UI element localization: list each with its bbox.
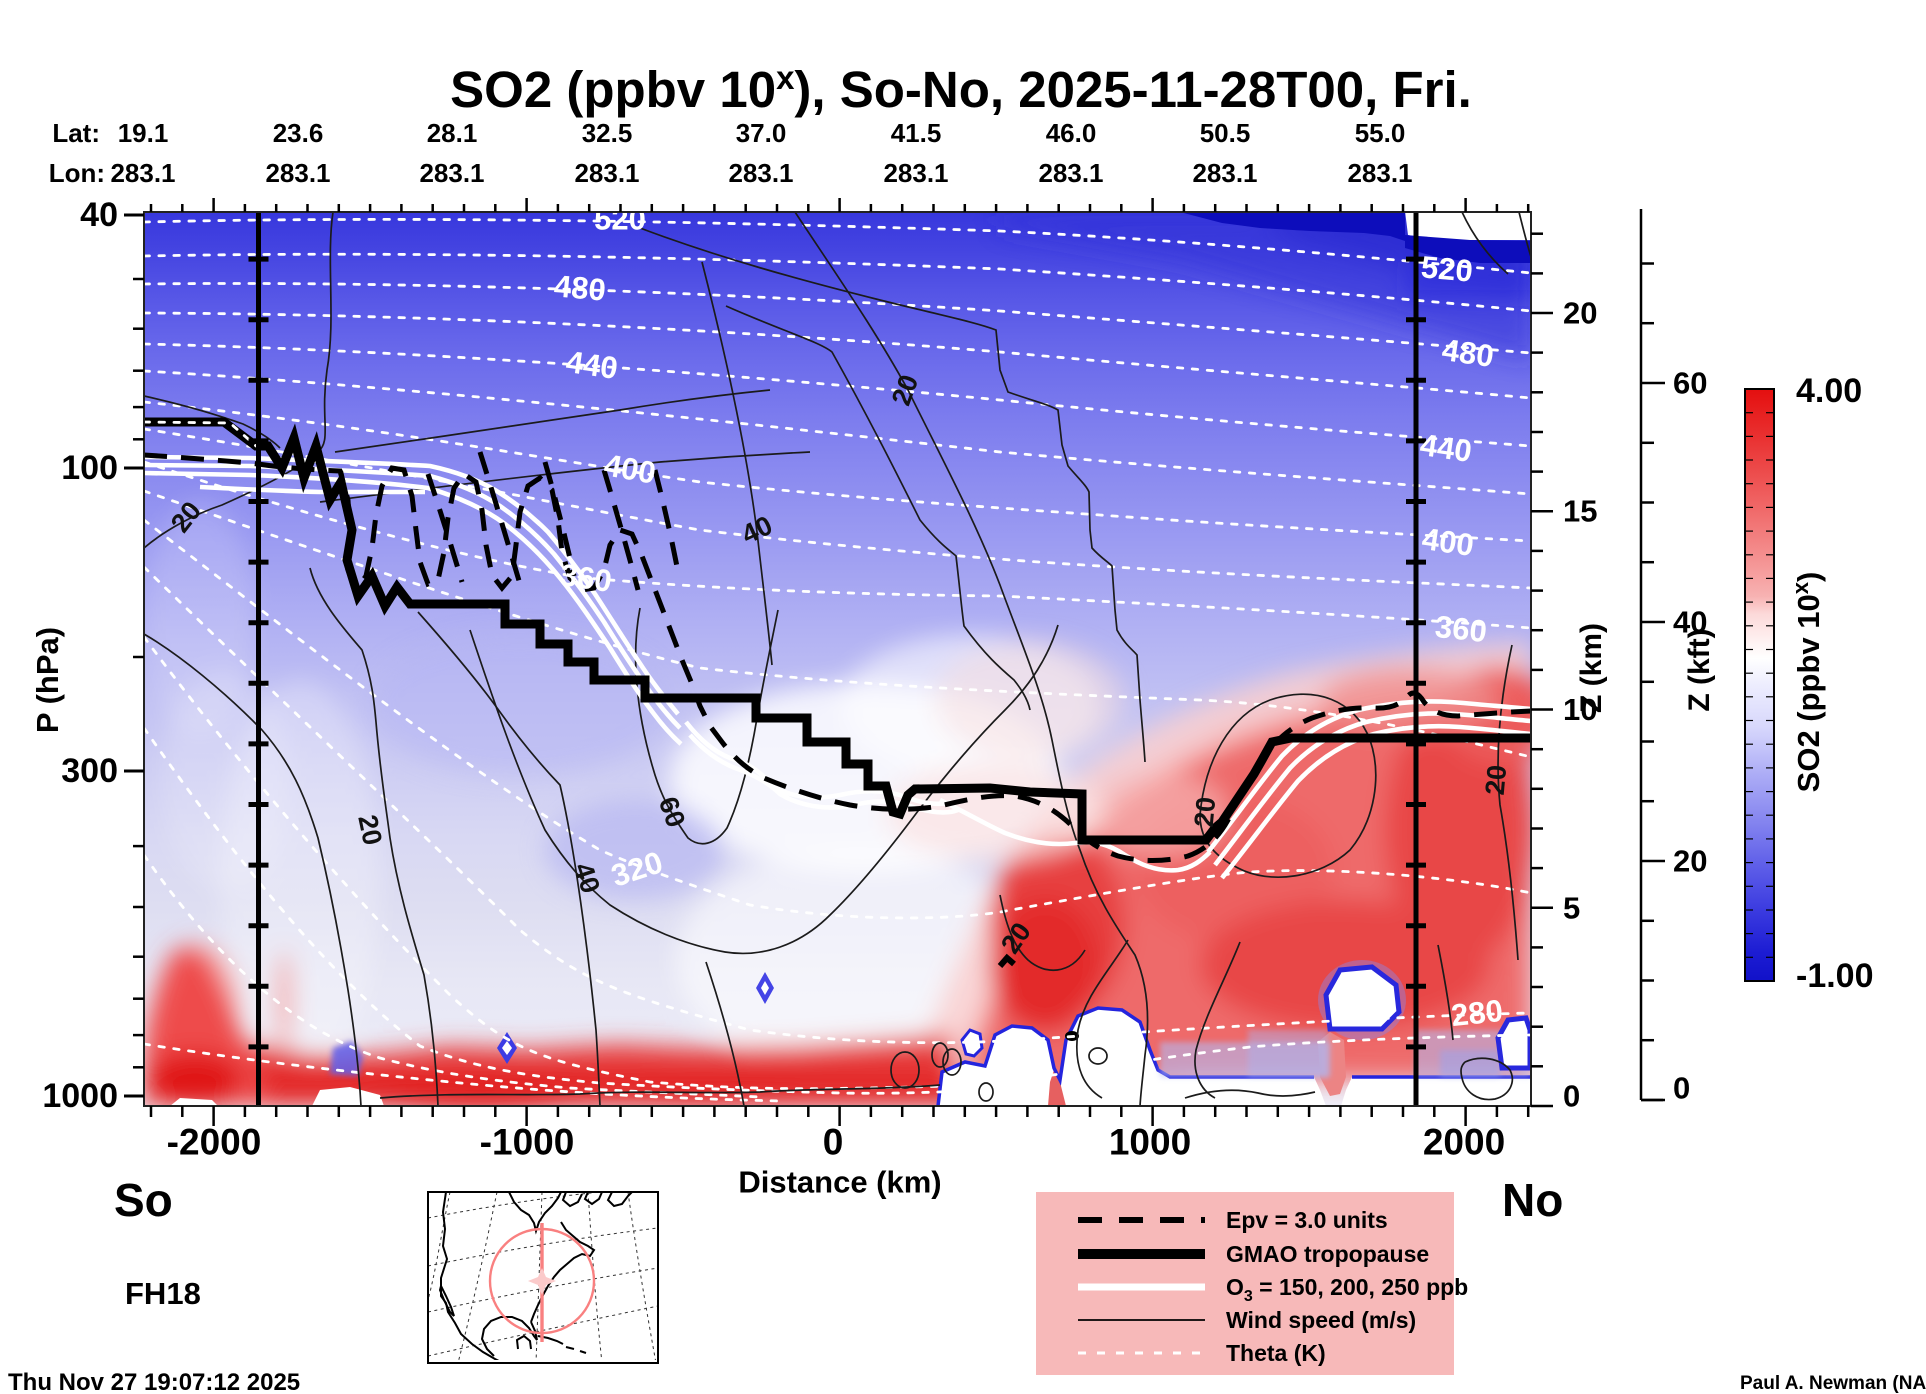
svg-text:28.1: 28.1 bbox=[427, 118, 478, 148]
svg-text:So: So bbox=[114, 1174, 173, 1226]
svg-text:440: 440 bbox=[1418, 427, 1474, 469]
svg-text:1000: 1000 bbox=[42, 1077, 118, 1115]
svg-text:0: 0 bbox=[823, 1121, 844, 1162]
svg-text:32.5: 32.5 bbox=[582, 118, 633, 148]
svg-text:55.0: 55.0 bbox=[1355, 118, 1406, 148]
svg-text:20: 20 bbox=[1189, 796, 1222, 829]
svg-text:400: 400 bbox=[1420, 521, 1476, 563]
svg-text:20: 20 bbox=[1480, 764, 1513, 797]
svg-text:283.1: 283.1 bbox=[1192, 158, 1257, 188]
svg-text:283.1: 283.1 bbox=[883, 158, 948, 188]
svg-text:Paul A. Newman (NASA: Paul A. Newman (NASA bbox=[1740, 1373, 1926, 1394]
svg-text:20: 20 bbox=[352, 812, 388, 848]
svg-text:GMAO tropopause: GMAO tropopause bbox=[1226, 1241, 1429, 1267]
svg-text:440: 440 bbox=[564, 344, 620, 386]
svg-text:1000: 1000 bbox=[1109, 1121, 1191, 1162]
svg-text:5: 5 bbox=[1563, 890, 1580, 925]
svg-text:20: 20 bbox=[1563, 296, 1597, 331]
svg-text:283.1: 283.1 bbox=[574, 158, 639, 188]
svg-text:-2000: -2000 bbox=[167, 1121, 262, 1162]
svg-text:15: 15 bbox=[1563, 494, 1597, 529]
svg-text:4.00: 4.00 bbox=[1796, 372, 1862, 410]
svg-text:Lat:: Lat: bbox=[52, 118, 100, 148]
svg-text:Epv = 3.0 units: Epv = 3.0 units bbox=[1226, 1207, 1388, 1233]
svg-text:Z (km): Z (km) bbox=[1575, 623, 1608, 713]
svg-text:283.1: 283.1 bbox=[265, 158, 330, 188]
svg-text:2000: 2000 bbox=[1423, 1121, 1505, 1162]
svg-text:O3 = 150, 200, 250 ppb: O3 = 150, 200, 250 ppb bbox=[1226, 1274, 1468, 1305]
svg-text:10: 10 bbox=[1563, 692, 1597, 727]
svg-text:Wind speed (m/s): Wind speed (m/s) bbox=[1226, 1307, 1416, 1333]
svg-text:P (hPa): P (hPa) bbox=[30, 627, 65, 733]
svg-text:20: 20 bbox=[1673, 844, 1707, 879]
svg-text:40: 40 bbox=[1673, 605, 1707, 640]
svg-text:46.0: 46.0 bbox=[1046, 118, 1097, 148]
svg-text:480: 480 bbox=[553, 268, 608, 307]
svg-text:50.5: 50.5 bbox=[1200, 118, 1251, 148]
svg-text:283.1: 283.1 bbox=[110, 158, 175, 188]
svg-text:Z (kft): Z (kft) bbox=[1683, 628, 1716, 711]
svg-text:FH18: FH18 bbox=[125, 1276, 201, 1311]
svg-text:Thu Nov 27 19:07:12 2025: Thu Nov 27 19:07:12 2025 bbox=[8, 1369, 300, 1394]
svg-text:283.1: 283.1 bbox=[728, 158, 793, 188]
svg-text:520: 520 bbox=[1420, 249, 1475, 288]
svg-text:Theta (K): Theta (K) bbox=[1226, 1340, 1326, 1366]
svg-text:37.0: 37.0 bbox=[736, 118, 787, 148]
svg-text:283.1: 283.1 bbox=[1347, 158, 1412, 188]
svg-text:283.1: 283.1 bbox=[419, 158, 484, 188]
svg-text:Distance (km): Distance (km) bbox=[738, 1164, 941, 1199]
svg-text:40: 40 bbox=[80, 196, 118, 234]
svg-text:283.1: 283.1 bbox=[1038, 158, 1103, 188]
svg-text:-1000: -1000 bbox=[480, 1121, 575, 1162]
svg-text:23.6: 23.6 bbox=[273, 118, 324, 148]
svg-text:360: 360 bbox=[558, 557, 614, 599]
svg-text:360: 360 bbox=[1433, 609, 1488, 649]
svg-text:280: 280 bbox=[1449, 993, 1504, 1033]
svg-text:300: 300 bbox=[61, 752, 118, 790]
svg-text:Lon:: Lon: bbox=[49, 158, 105, 188]
svg-text:19.1: 19.1 bbox=[118, 118, 169, 148]
svg-text:SO2 (ppbv 10x), So-No, 2025-11: SO2 (ppbv 10x), So-No, 2025-11-28T00, Fr… bbox=[450, 59, 1472, 118]
svg-text:SO2 (ppbv 10x): SO2 (ppbv 10x) bbox=[1788, 572, 1826, 793]
svg-text:No: No bbox=[1502, 1174, 1563, 1226]
svg-text:100: 100 bbox=[61, 449, 118, 487]
svg-text:0: 0 bbox=[1673, 1071, 1690, 1106]
svg-text:0: 0 bbox=[1563, 1079, 1580, 1114]
svg-text:480: 480 bbox=[1440, 332, 1496, 374]
svg-text:-1.00: -1.00 bbox=[1796, 957, 1874, 995]
svg-text:41.5: 41.5 bbox=[891, 118, 942, 148]
svg-text:520: 520 bbox=[594, 202, 646, 237]
svg-text:60: 60 bbox=[1673, 366, 1707, 401]
